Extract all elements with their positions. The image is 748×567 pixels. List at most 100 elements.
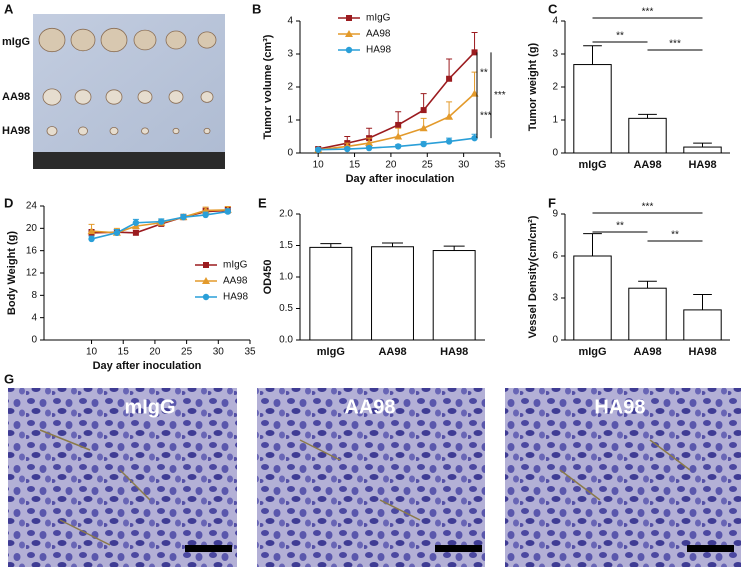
y-tick-label: 6	[552, 251, 558, 262]
tumor	[38, 27, 66, 53]
tumor	[74, 89, 92, 105]
tumor	[203, 127, 211, 135]
y-tick-label: 4	[552, 16, 558, 27]
x-tick-label: 35	[494, 160, 506, 171]
micrographs: mIgG AA98 HA98	[8, 388, 741, 567]
tumor	[78, 126, 88, 136]
marker	[445, 138, 453, 145]
tumor	[100, 27, 128, 53]
x-tick-label: 20	[385, 160, 397, 171]
bar	[683, 146, 722, 154]
error-bar	[693, 142, 712, 148]
y-axis-label: Body Weight (g)	[6, 231, 18, 315]
scale-bar	[687, 545, 734, 552]
significance-label: **	[671, 230, 679, 241]
x-tick-label: AA98	[633, 159, 661, 171]
y-tick-label: 4	[287, 16, 293, 27]
scale-bar	[185, 545, 232, 552]
bar	[432, 250, 476, 341]
y-tick-label: 0	[287, 148, 293, 159]
marker	[180, 213, 187, 221]
tumor	[165, 30, 187, 50]
marker	[88, 235, 95, 243]
significance-label: **	[616, 221, 624, 232]
marker	[202, 211, 209, 219]
tumor	[141, 127, 149, 135]
x-tick-label: HA98	[688, 159, 716, 171]
marker	[420, 140, 427, 148]
error-bar	[583, 233, 602, 256]
error-bar	[583, 45, 602, 65]
y-tick-label: 2.0	[279, 209, 293, 220]
tumor	[42, 88, 62, 106]
y-tick-label: 0	[552, 335, 558, 346]
significance-label: ***	[642, 7, 654, 18]
significance-label: ***	[642, 202, 654, 213]
legend-marker	[346, 15, 352, 21]
tumor	[197, 31, 217, 49]
y-tick-label: 0	[552, 148, 558, 159]
tumor	[105, 89, 123, 105]
marker	[365, 139, 374, 147]
marker	[314, 146, 322, 153]
panel-letter: B	[252, 1, 261, 16]
y-tick-label: 9	[552, 209, 558, 220]
x-tick-label: 15	[349, 160, 361, 171]
x-tick-label: 30	[213, 347, 225, 358]
x-tick-label: mIgG	[578, 346, 606, 358]
tumor	[70, 28, 96, 52]
legend-label: HA98	[223, 292, 248, 303]
y-tick-label: 1.5	[279, 240, 293, 251]
image-label: mIgG	[124, 396, 175, 418]
x-tick-label: mIgG	[317, 346, 345, 358]
error-bar	[638, 280, 657, 289]
tumor	[46, 126, 58, 136]
marker	[471, 49, 478, 56]
significance-label: ***	[494, 90, 506, 101]
scale-bar	[435, 545, 482, 552]
bar	[309, 246, 353, 341]
vessel	[39, 429, 691, 546]
bar	[573, 255, 612, 341]
x-tick-label: 35	[244, 347, 256, 358]
legend-marker	[345, 46, 353, 54]
y-tick-label: 1	[552, 115, 558, 126]
y-axis-label: Vessel Density(cm/cm²)	[527, 215, 539, 338]
marker	[224, 208, 232, 215]
row-label: HA98	[2, 125, 30, 137]
legend-marker	[202, 277, 210, 284]
significance-label: ***	[669, 39, 681, 50]
legend-label: AA98	[366, 29, 391, 40]
legend-label: mIgG	[366, 13, 391, 24]
y-tick-label: 1.0	[279, 272, 293, 283]
x-tick-label: mIgG	[578, 159, 606, 171]
y-tick-label: 3	[287, 49, 293, 60]
legend-marker	[203, 262, 209, 268]
legend-marker	[202, 293, 210, 301]
marker	[365, 144, 373, 152]
panel-letter: D	[4, 195, 13, 210]
x-axis-label: Day after inoculation	[346, 173, 455, 185]
legend-label: AA98	[223, 276, 248, 287]
y-axis-label: Tumor weight (g)	[527, 42, 539, 131]
y-axis-label: Tumor volume (cm³)	[262, 34, 274, 139]
tumor	[200, 91, 214, 103]
panel-letter: E	[258, 195, 267, 210]
error-bar	[382, 242, 403, 247]
y-tick-label: 0.5	[279, 303, 293, 314]
x-tick-label: HA98	[688, 346, 716, 358]
image-label: AA98	[344, 396, 395, 418]
image-label: HA98	[594, 396, 645, 418]
tumor	[137, 90, 153, 104]
x-tick-label: 20	[149, 347, 161, 358]
significance-label: **	[480, 68, 488, 79]
tumor	[172, 127, 180, 135]
y-tick-label: 0.0	[279, 335, 293, 346]
error-bar	[320, 243, 342, 248]
marker	[113, 229, 121, 236]
legend-label: HA98	[366, 45, 391, 56]
bar	[371, 246, 414, 341]
panel-letter: C	[548, 1, 558, 16]
y-tick-label: 24	[26, 201, 38, 212]
